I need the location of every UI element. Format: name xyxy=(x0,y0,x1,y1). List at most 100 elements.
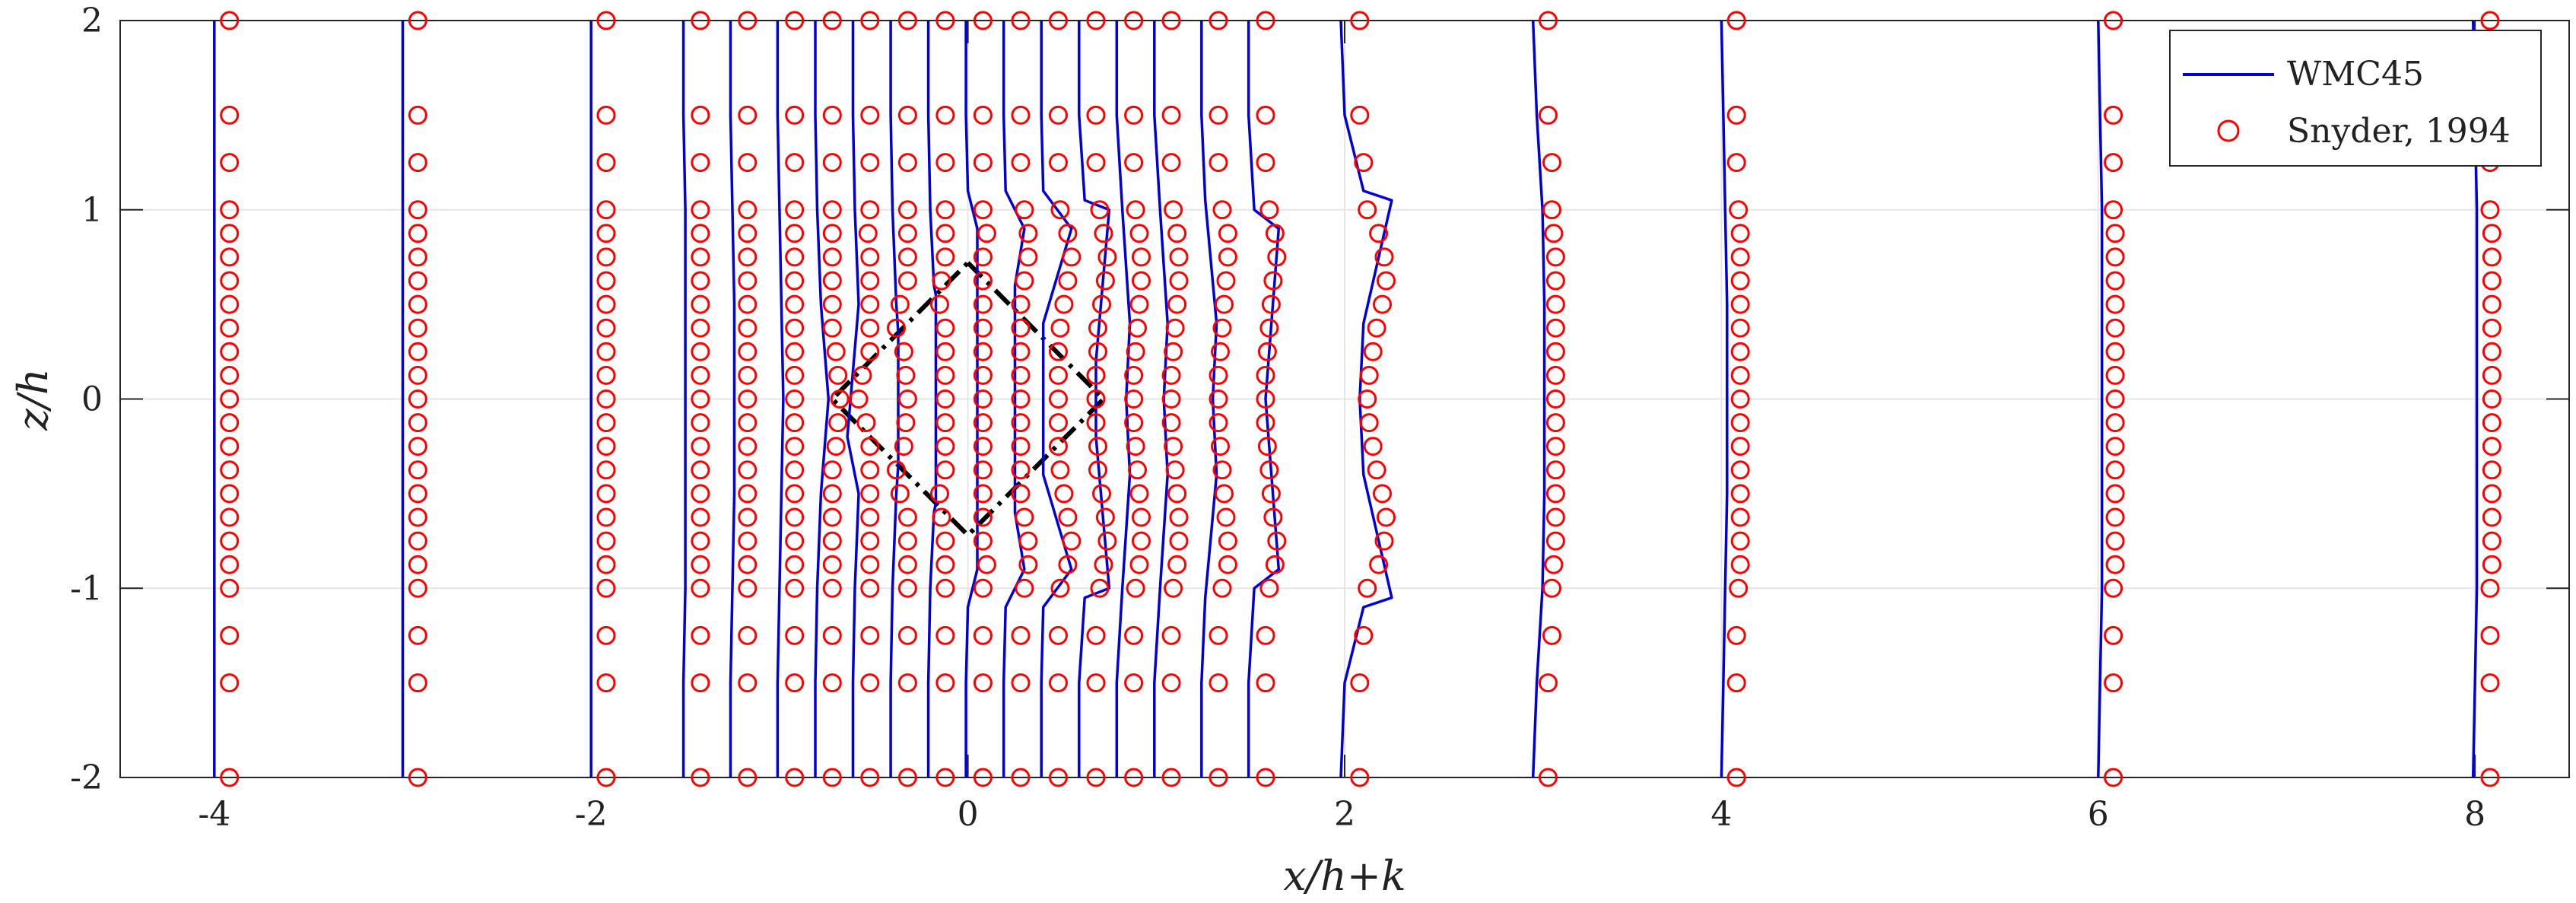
snyder-data-point xyxy=(596,768,616,787)
snyder-data-point xyxy=(858,224,878,243)
legend-marker-snyder xyxy=(2217,119,2240,142)
snyder-data-point xyxy=(860,578,880,598)
snyder-data-point xyxy=(408,365,427,385)
snyder-data-point xyxy=(896,365,916,385)
snyder-data-point xyxy=(935,389,955,409)
snyder-data-point xyxy=(785,484,805,504)
snyder-data-point xyxy=(785,200,805,220)
snyder-data-point xyxy=(738,11,758,30)
snyder-data-point xyxy=(973,460,993,480)
snyder-data-point xyxy=(785,578,805,598)
snyder-data-point xyxy=(973,11,993,30)
snyder-data-point xyxy=(596,507,616,527)
snyder-data-point xyxy=(220,768,240,787)
x-tick-label: 2 xyxy=(1334,795,1355,834)
snyder-data-point xyxy=(1126,437,1145,456)
snyder-data-point xyxy=(785,768,805,787)
snyder-data-point xyxy=(408,460,427,480)
snyder-data-point xyxy=(220,271,240,291)
snyder-data-point xyxy=(408,531,427,551)
snyder-data-point xyxy=(220,507,240,527)
snyder-data-point xyxy=(1350,768,1370,787)
snyder-data-point xyxy=(1049,768,1068,787)
snyder-data-point xyxy=(1256,105,1275,125)
snyder-data-point xyxy=(935,11,955,30)
snyder-data-point xyxy=(691,247,710,267)
snyder-data-point xyxy=(1730,507,1750,527)
snyder-data-point xyxy=(738,342,758,361)
snyder-data-point xyxy=(1545,318,1565,338)
snyder-data-point xyxy=(2480,578,2500,598)
snyder-data-point xyxy=(1726,105,1746,125)
snyder-data-point xyxy=(408,105,427,125)
snyder-data-point xyxy=(1350,673,1370,693)
snyder-data-point xyxy=(860,342,880,361)
snyder-data-point xyxy=(738,531,758,551)
snyder-data-point xyxy=(1124,11,1144,30)
snyder-data-point xyxy=(596,413,616,433)
snyder-data-point xyxy=(1132,271,1151,291)
snyder-data-point xyxy=(897,578,917,598)
snyder-data-point xyxy=(1369,224,1389,243)
snyder-data-point xyxy=(1209,11,1228,30)
snyder-data-point xyxy=(1097,247,1117,267)
snyder-data-point xyxy=(897,271,917,291)
snyder-data-point xyxy=(1054,484,1074,504)
snyder-data-point xyxy=(1261,294,1281,314)
snyder-data-point xyxy=(890,484,910,504)
snyder-data-point xyxy=(691,460,710,480)
snyder-data-point xyxy=(1545,484,1565,504)
snyder-data-point xyxy=(738,507,758,527)
snyder-data-point xyxy=(1018,224,1038,243)
snyder-data-point xyxy=(2482,484,2501,504)
snyder-data-point xyxy=(220,247,240,267)
snyder-data-point xyxy=(2104,11,2123,30)
snyder-data-point xyxy=(1367,460,1386,480)
snyder-data-point xyxy=(935,531,955,551)
snyder-data-point xyxy=(408,271,427,291)
snyder-data-point xyxy=(1062,247,1082,267)
snyder-data-point xyxy=(1011,294,1031,314)
snyder-data-point xyxy=(408,413,427,433)
snyder-data-point xyxy=(2105,389,2125,409)
snyder-data-point xyxy=(785,625,805,645)
snyder-data-point xyxy=(738,389,758,409)
snyder-data-point xyxy=(408,578,427,598)
snyder-data-point xyxy=(973,153,993,173)
snyder-data-point xyxy=(408,768,427,787)
x-tick-label: 4 xyxy=(1710,795,1732,834)
snyder-data-point xyxy=(1058,224,1078,243)
wmc45-profile-line xyxy=(2097,20,2104,778)
snyder-data-point xyxy=(1132,507,1151,527)
snyder-data-point xyxy=(1374,531,1394,551)
snyder-data-point xyxy=(1124,625,1144,645)
snyder-data-point xyxy=(2482,531,2501,551)
snyder-data-point xyxy=(1209,625,1228,645)
snyder-data-point xyxy=(738,294,758,314)
snyder-data-point xyxy=(596,318,616,338)
snyder-data-point xyxy=(1267,531,1287,551)
snyder-data-point xyxy=(408,555,427,574)
snyder-data-point xyxy=(897,389,917,409)
snyder-data-point xyxy=(935,768,955,787)
snyder-data-point xyxy=(932,271,951,291)
snyder-data-point xyxy=(1359,413,1379,433)
snyder-data-point xyxy=(1545,365,1565,385)
snyder-data-point xyxy=(1730,413,1750,433)
snyder-data-point xyxy=(1209,389,1228,409)
snyder-data-point xyxy=(596,389,616,409)
snyder-data-point xyxy=(1215,294,1234,314)
snyder-data-point xyxy=(1363,342,1383,361)
snyder-data-point xyxy=(2105,247,2125,267)
snyder-data-point xyxy=(1058,555,1078,574)
snyder-data-point xyxy=(1128,460,1147,480)
snyder-data-point xyxy=(822,555,842,574)
snyder-data-point xyxy=(1726,11,1746,30)
snyder-data-point xyxy=(1169,531,1189,551)
snyder-data-point xyxy=(1164,200,1183,220)
snyder-data-point xyxy=(1054,294,1074,314)
snyder-data-point xyxy=(2480,673,2500,693)
y-axis-label: z/h xyxy=(9,368,57,431)
